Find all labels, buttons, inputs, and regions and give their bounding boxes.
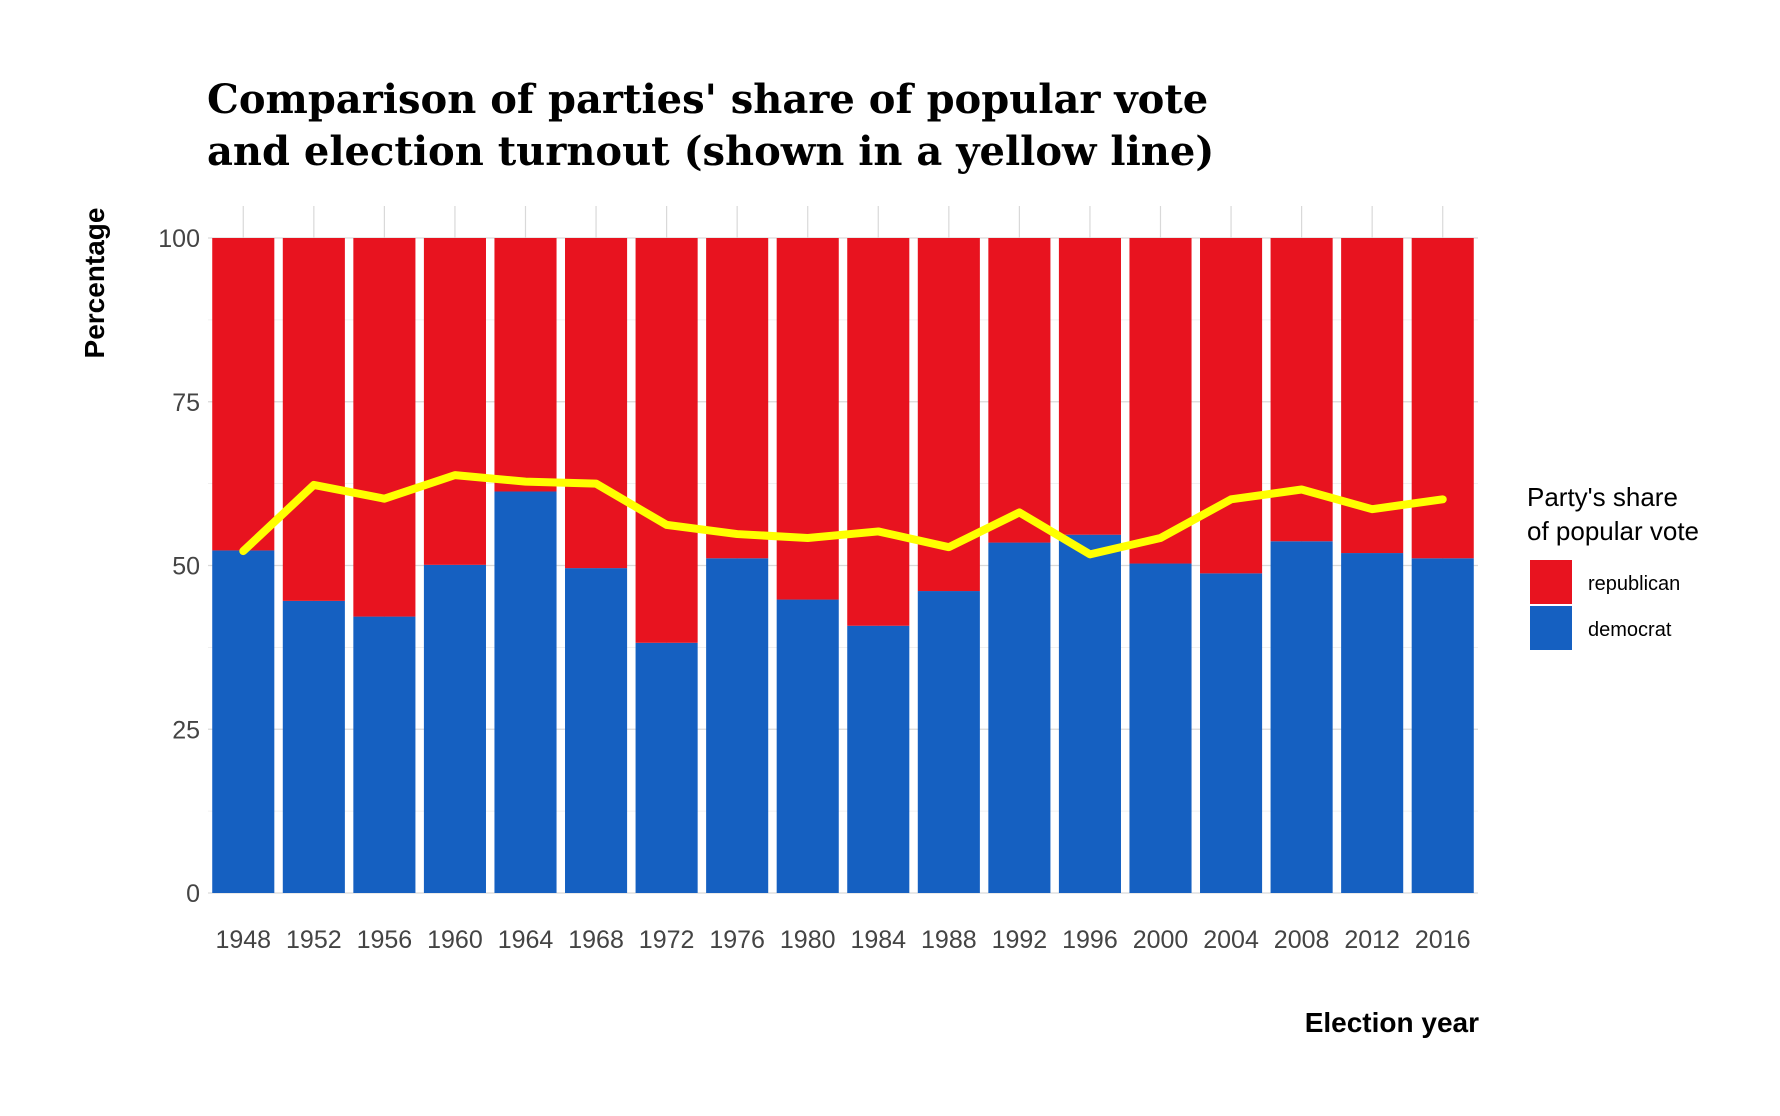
bars [212,238,1474,893]
bar-democrat-1952 [282,600,345,893]
x-axis-ticks: 1948 1952 1956 1960 1964 1968 1972 1976 1980 1984… [215,926,1470,954]
x-tick-label-1984: 1984 [850,926,906,954]
bar-democrat-1972 [635,642,698,893]
y-tick-label-100: 100 [158,225,200,253]
bar-republican-2016 [1411,238,1474,559]
x-tick-label-2016: 2016 [1415,926,1471,954]
bar-democrat-1996 [1058,534,1121,893]
x-tick-label-1980: 1980 [780,926,836,954]
x-tick-label-1960: 1960 [427,926,483,954]
bar-republican-1948 [212,238,275,551]
bar-republican-1976 [706,238,769,559]
turnout-line-group [239,471,1447,559]
bar-republican-1964 [494,238,557,492]
bar-republican-1992 [988,238,1051,543]
x-tick-label-1952: 1952 [286,926,342,954]
legend-label-republican: republican [1588,573,1680,595]
x-tick-label-2000: 2000 [1133,926,1189,954]
bar-democrat-1956 [353,616,416,893]
bar-democrat-1992 [988,542,1051,893]
bar-democrat-1964 [494,491,557,893]
legend-title-line-2: of popular vote [1527,516,1699,546]
x-tick-label-1996: 1996 [1062,926,1118,954]
bar-democrat-2004 [1200,573,1263,893]
bar-republican-1972 [635,238,698,643]
bar-democrat-2012 [1341,553,1404,893]
x-tick-label-2008: 2008 [1274,926,1330,954]
x-tick-label-1964: 1964 [498,926,554,954]
bar-republican-1968 [565,238,628,569]
bar-democrat-1968 [565,568,628,893]
x-tick-label-1976: 1976 [709,926,765,954]
bar-republican-1960 [423,238,486,565]
y-axis-ticks: 0 25 50 75 100 [158,225,200,908]
bar-republican-1984 [847,238,910,626]
bar-republican-2004 [1200,238,1263,574]
bar-democrat-2000 [1129,563,1192,893]
x-tick-label-1948: 1948 [215,926,271,954]
legend-label-democrat: democrat [1588,619,1672,641]
legend-title-line-1: Party's share [1527,482,1678,512]
bar-democrat-1984 [847,625,910,893]
x-tick-label-1968: 1968 [568,926,624,954]
legend-swatch-democrat [1530,606,1572,650]
x-tick-label-1956: 1956 [357,926,413,954]
legend-swatch-republican [1530,560,1572,604]
y-tick-label-25: 25 [172,716,200,744]
y-axis-title: Percentage [79,208,110,359]
bar-democrat-1976 [706,558,769,893]
x-tick-label-2012: 2012 [1344,926,1400,954]
chart-title-line-2: and election turnout (shown in a yellow … [207,128,1214,175]
chart-title-line-1: Comparison of parties' share of popular … [207,76,1208,123]
y-tick-label-0: 0 [186,880,200,908]
bar-democrat-1948 [212,550,275,893]
y-tick-label-50: 50 [172,553,200,581]
bar-republican-1996 [1058,238,1121,535]
legend: Party's share of popular vote republican… [1527,482,1699,650]
x-tick-label-2004: 2004 [1203,926,1259,954]
bar-democrat-1988 [917,591,980,893]
bar-democrat-2016 [1411,558,1474,893]
bar-republican-1956 [353,238,416,617]
x-axis-title: Election year [1305,1007,1479,1038]
x-tick-label-1972: 1972 [639,926,695,954]
bar-republican-1980 [776,238,839,600]
bar-democrat-1960 [423,564,486,893]
bar-republican-2000 [1129,238,1192,564]
bar-democrat-2008 [1270,541,1333,893]
y-tick-label-75: 75 [172,389,200,417]
chart-title: Comparison of parties' share of popular … [207,76,1214,175]
x-tick-label-1988: 1988 [921,926,977,954]
bar-republican-1952 [282,238,345,601]
x-tick-label-1992: 1992 [992,926,1048,954]
bar-republican-1988 [917,238,980,592]
bar-democrat-1980 [776,599,839,893]
turnout-line [239,471,1447,559]
